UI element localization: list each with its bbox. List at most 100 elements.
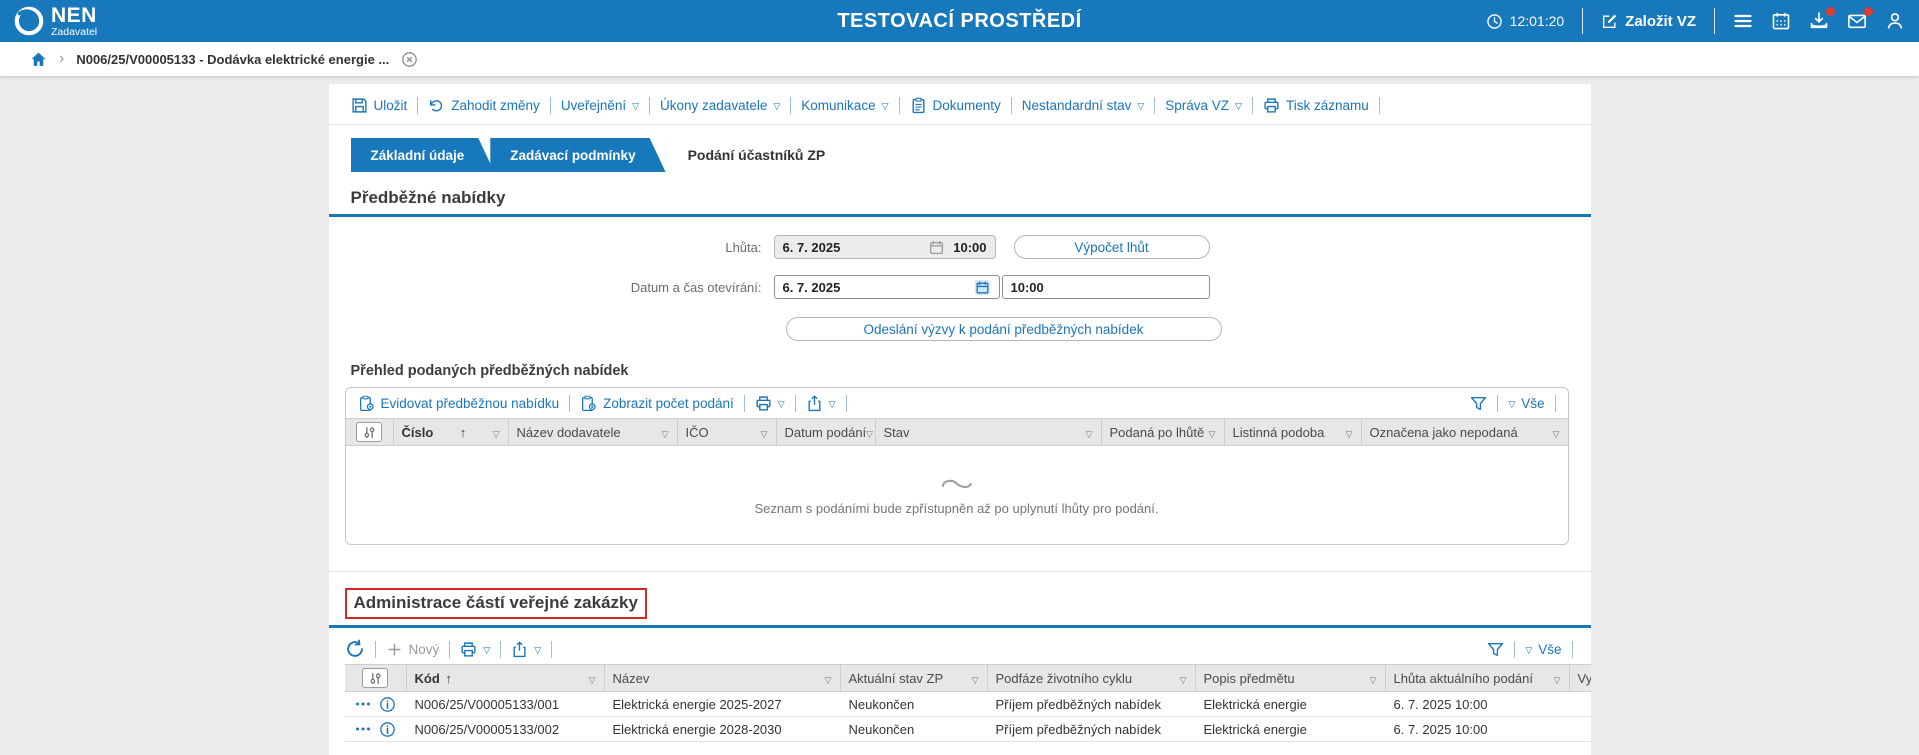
user-profile-button[interactable]: [1885, 11, 1905, 31]
grid-print-menu-button[interactable]: [755, 395, 785, 412]
zobrazit-pocet-podani-button[interactable]: Zobrazit počet podání: [580, 395, 734, 412]
column-header-cut[interactable]: Vy: [1577, 670, 1591, 686]
column-settings-button[interactable]: [362, 668, 388, 688]
documents-button[interactable]: Dokumenty: [910, 97, 1001, 114]
submissions-grid-header: Číslo Název dodavatele IČO Datum podání …: [345, 418, 1568, 446]
new-part-button[interactable]: Nový: [386, 641, 439, 658]
column-header-listinna-podoba[interactable]: Listinná podoba: [1225, 419, 1362, 445]
column-header-lhuta-podani[interactable]: Lhůta aktuálního podání: [1386, 665, 1570, 691]
record-detail: Uložit Zahodit změny Uveřejnění Úkony za…: [328, 84, 1591, 755]
tab-zakladni-udaje[interactable]: Základní údaje: [351, 138, 495, 172]
downloads-button[interactable]: [1809, 7, 1835, 31]
info-icon[interactable]: [379, 721, 396, 738]
cell-stav: Neukončen: [848, 721, 915, 737]
column-header-nazev[interactable]: Název: [605, 665, 841, 691]
column-filter-icon[interactable]: [493, 425, 500, 440]
column-filter-icon[interactable]: [1554, 671, 1561, 686]
row-menu-dots-icon[interactable]: [355, 726, 371, 732]
parts-print-menu-button[interactable]: [460, 641, 490, 658]
breadcrumb: › N006/25/V00005133 - Dodávka elektrické…: [0, 42, 1919, 76]
column-header-nazev-dodavatele[interactable]: Název dodavatele: [509, 419, 678, 445]
column-header-oznacena-jako-nepodana[interactable]: Označena jako nepodaná: [1362, 419, 1568, 445]
column-header-podfaze[interactable]: Podfáze životního cyklu: [988, 665, 1196, 691]
calendar-picker-icon[interactable]: [974, 279, 991, 296]
column-header-aktualni-stav[interactable]: Aktuální stav ZP: [841, 665, 988, 691]
discard-changes-button[interactable]: Zahodit změny: [428, 97, 540, 114]
row-menu-dots-icon[interactable]: [355, 701, 371, 707]
separator: [845, 394, 847, 412]
column-header-podana-po-lhute[interactable]: Podaná po lhůtě: [1102, 419, 1225, 445]
evidovat-nabidku-button[interactable]: Evidovat předběžnou nabídku: [358, 395, 559, 412]
publish-menu-button[interactable]: Uveřejnění: [561, 98, 639, 113]
cell-lhuta: 6. 7. 2025 10:00: [1393, 721, 1488, 737]
column-header-popis-predmetu[interactable]: Popis předmětu: [1196, 665, 1386, 691]
refresh-button[interactable]: [345, 639, 365, 659]
contracting-authority-actions-menu-button[interactable]: Úkony zadavatele: [660, 98, 780, 113]
separator: [1378, 96, 1380, 114]
column-filter-icon[interactable]: [761, 425, 768, 440]
column-filter-icon[interactable]: [589, 671, 596, 686]
filter-funnel-icon[interactable]: [1487, 641, 1504, 658]
nen-logo[interactable]: NEN Zadavatel: [14, 5, 97, 38]
close-tab-icon[interactable]: [401, 51, 418, 68]
table-row[interactable]: N006/25/V00005133/001 Elektrická energie…: [344, 692, 1591, 717]
odeslani-vyzvy-button[interactable]: Odeslání výzvy k podání předběžných nabí…: [785, 317, 1222, 341]
column-filter-icon[interactable]: [866, 425, 873, 440]
grid-export-menu-button[interactable]: [806, 394, 836, 412]
column-header-ico[interactable]: IČO: [678, 419, 777, 445]
nonstandard-state-menu-button[interactable]: Nestandardní stav: [1022, 98, 1144, 113]
column-filter-icon[interactable]: [1346, 425, 1353, 440]
filter-preset-vse-button[interactable]: Vše: [1525, 642, 1561, 657]
separator: [1251, 96, 1253, 114]
section-title-predbezne-nabidky: Předběžné nabídky: [350, 188, 506, 207]
tab-podani-ucastniku-zp[interactable]: Podání účastníků ZP: [666, 138, 872, 172]
highlighted-section-title: Administrace částí veřejné zakázky: [344, 588, 647, 619]
calendar-button[interactable]: [1771, 11, 1791, 31]
column-header-cislo[interactable]: Číslo: [394, 419, 509, 445]
column-filter-icon[interactable]: [1370, 671, 1377, 686]
column-filter-icon[interactable]: [1180, 671, 1187, 686]
info-icon[interactable]: [379, 696, 396, 713]
save-icon: [351, 97, 367, 113]
oteviani-time-input[interactable]: 10:00: [1001, 275, 1210, 299]
oteviani-label: Datum a čas otevírání:: [630, 279, 762, 295]
export-icon: [808, 394, 821, 411]
main-menu-button[interactable]: [1733, 11, 1753, 31]
home-icon[interactable]: [30, 51, 47, 68]
create-vz-button[interactable]: Založit VZ: [1601, 13, 1696, 30]
caret-down-icon: [1137, 98, 1144, 113]
column-filter-icon[interactable]: [1553, 425, 1560, 440]
caret-down-icon: [882, 98, 889, 113]
save-button[interactable]: Uložit: [351, 97, 407, 114]
filter-funnel-icon[interactable]: [1470, 395, 1487, 412]
breadcrumb-item[interactable]: N006/25/V00005133 - Dodávka elektrické e…: [76, 51, 390, 67]
tab-zadavaci-podminky[interactable]: Zadávací podmínky: [490, 138, 665, 172]
column-filter-icon[interactable]: [1209, 425, 1216, 440]
server-time: 12:01:20: [1486, 13, 1564, 30]
column-settings-button[interactable]: [356, 422, 382, 442]
separator: [551, 640, 553, 658]
communication-menu-button[interactable]: Komunikace: [801, 98, 888, 113]
divider: [328, 124, 1591, 125]
vypocet-lhut-button[interactable]: Výpočet lhůt: [1013, 235, 1210, 259]
page-background: Uložit Zahodit změny Uveřejnění Úkony za…: [0, 76, 1919, 755]
filter-preset-vse-button[interactable]: Vše: [1508, 396, 1544, 411]
table-row[interactable]: N006/25/V00005133/002 Elektrická energie…: [344, 717, 1591, 742]
column-filter-icon[interactable]: [1086, 425, 1093, 440]
parts-export-menu-button[interactable]: [511, 640, 541, 658]
oteviani-date-input[interactable]: 6. 7. 2025: [773, 275, 1000, 299]
column-header-stav[interactable]: Stav: [876, 419, 1102, 445]
manage-vz-menu-button[interactable]: Správa VZ: [1165, 98, 1242, 113]
column-filter-icon[interactable]: [825, 671, 832, 686]
column-header-datum-podani[interactable]: Datum podání: [777, 419, 876, 445]
clock-icon: [1486, 13, 1502, 29]
column-filter-icon[interactable]: [662, 425, 669, 440]
column-filter-icon[interactable]: [972, 671, 979, 686]
column-header-kod[interactable]: Kód: [407, 665, 605, 691]
print-record-button[interactable]: Tisk záznamu: [1263, 97, 1369, 114]
cell-podfaze: Příjem předběžných nabídek: [995, 696, 1161, 712]
edit-icon: [1603, 14, 1617, 28]
messages-button[interactable]: [1847, 7, 1873, 31]
calendar-icon: [1772, 12, 1790, 30]
sliders-icon: [364, 426, 374, 438]
